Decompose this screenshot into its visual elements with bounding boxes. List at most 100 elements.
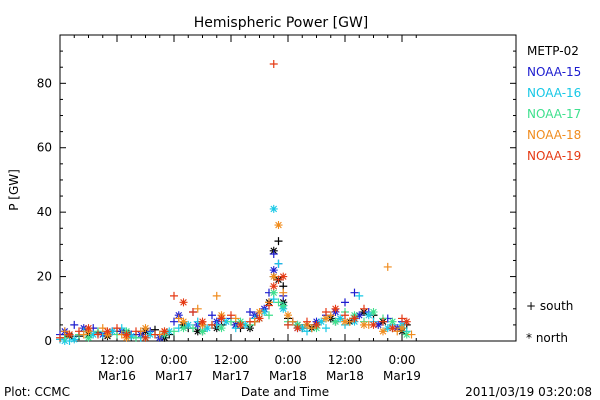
point-noaa-18-south [407, 330, 416, 339]
point-noaa-18-north [379, 327, 387, 336]
y-tick-label: 20 [37, 270, 52, 284]
point-noaa-16-south [355, 291, 364, 300]
point-noaa-19-south [379, 317, 387, 326]
point-noaa-16-north [89, 330, 98, 339]
x-tick-date: Mar18 [326, 369, 364, 383]
point-noaa-16-north [222, 317, 231, 326]
point-noaa-18-south [279, 288, 288, 297]
x-axis: 12:00 Mar16 0:00 Mar17 12:00 Mar17 0:00 Mar18 12… [59, 35, 421, 383]
point-noaa-19-south [398, 314, 406, 323]
point-noaa-18-south [307, 324, 316, 333]
point-noaa-18-north [141, 324, 150, 333]
x-tick-date: Mar16 [98, 369, 136, 383]
legend: METP-02 NOAA-15 NOAA-16 NOAA-17 NOAA-18 NOAA-… [527, 44, 581, 163]
point-noaa-19-south [208, 320, 216, 329]
point-metp-02-north [193, 327, 202, 336]
legend-item: NOAA-17 [527, 107, 581, 121]
point-noaa-17-south [170, 327, 178, 336]
point-noaa-16-north [364, 311, 373, 320]
x-tick-date: Mar19 [383, 369, 421, 383]
point-noaa-19-south [151, 330, 159, 339]
x-tick-date: Mar17 [212, 369, 250, 383]
point-noaa-19-north [141, 333, 150, 342]
point-noaa-16-south [274, 259, 283, 268]
point-noaa-19-south [246, 317, 254, 326]
marker-legend-item: * north [526, 331, 568, 345]
point-noaa-19-north [217, 314, 226, 323]
point-noaa-16-north [146, 330, 155, 339]
point-noaa-15-north [355, 311, 364, 320]
y-axis: 0 20 40 60 80 [37, 34, 516, 348]
point-noaa-17-north [369, 308, 378, 317]
point-noaa-16-north [184, 320, 193, 329]
point-noaa-18-south [174, 314, 183, 323]
point-noaa-15-south [246, 308, 254, 317]
x-axis-title: Date and Time [241, 385, 329, 399]
point-noaa-19-south [170, 291, 178, 300]
point-noaa-18-north [360, 320, 368, 329]
point-noaa-19-south [75, 327, 83, 336]
point-noaa-18-south [212, 291, 221, 300]
point-noaa-17-north [198, 327, 207, 336]
point-noaa-15-south [341, 298, 349, 307]
point-noaa-18-south [60, 327, 69, 336]
point-noaa-19-north [369, 320, 378, 329]
x-tick-label: 12:00 [214, 353, 249, 367]
marker-legend: + south * north [526, 299, 573, 345]
point-noaa-17-south [274, 298, 283, 307]
point-noaa-15-south [170, 317, 178, 326]
point-noaa-16-north [269, 204, 278, 213]
x-tick-label: 12:00 [328, 353, 363, 367]
point-noaa-16-north [298, 324, 307, 333]
point-noaa-17-north [217, 324, 226, 333]
point-noaa-15-north [269, 266, 278, 275]
point-noaa-18-north [341, 317, 349, 326]
point-noaa-19-north [122, 330, 131, 339]
point-noaa-19-north [236, 320, 245, 329]
point-noaa-18-north [274, 221, 283, 230]
point-noaa-17-north [269, 288, 278, 297]
point-noaa-19-north [402, 317, 411, 326]
point-noaa-15-north [374, 320, 383, 329]
legend-item: METP-02 [527, 44, 579, 58]
point-noaa-16-north [165, 327, 174, 336]
point-noaa-19-north [255, 314, 264, 323]
point-metp-02-south [274, 237, 283, 246]
point-noaa-15-south [350, 288, 359, 297]
point-noaa-17-south [265, 311, 273, 320]
point-noaa-19-south [284, 320, 292, 329]
point-noaa-19-south [189, 308, 197, 317]
point-noaa-19-north [179, 298, 188, 307]
point-noaa-16-north [127, 332, 136, 341]
point-noaa-19-north [388, 324, 397, 333]
point-noaa-19-north [269, 282, 278, 291]
point-noaa-19-south [274, 275, 283, 284]
legend-item: NOAA-16 [527, 86, 581, 100]
point-noaa-16-north [203, 324, 212, 333]
point-noaa-18-south [288, 317, 297, 326]
point-noaa-19-south [265, 301, 273, 310]
point-noaa-19-south [94, 330, 102, 339]
legend-item: NOAA-15 [527, 65, 581, 79]
x-tick-label: 0:00 [161, 353, 188, 367]
point-noaa-19-south [360, 304, 368, 313]
point-noaa-17-north [84, 333, 93, 342]
legend-item: NOAA-19 [527, 149, 581, 163]
point-noaa-18-north [322, 314, 330, 323]
y-tick-label: 60 [37, 141, 52, 155]
point-noaa-19-south [132, 327, 140, 336]
plot-frame [59, 34, 517, 342]
point-noaa-17-north [179, 324, 188, 333]
point-noaa-19-south [341, 311, 349, 320]
point-noaa-18-south [79, 330, 88, 339]
point-noaa-16-south [322, 324, 330, 333]
point-noaa-18-south [193, 304, 202, 313]
point-noaa-16-north [70, 335, 79, 344]
x-tick-date: Mar18 [269, 369, 307, 383]
point-noaa-16-south [231, 324, 240, 333]
point-noaa-17-south [189, 324, 197, 333]
x-tick-label: 0:00 [275, 353, 302, 367]
y-axis-title: P [GW] [7, 169, 21, 211]
point-noaa-18-north [255, 308, 264, 317]
